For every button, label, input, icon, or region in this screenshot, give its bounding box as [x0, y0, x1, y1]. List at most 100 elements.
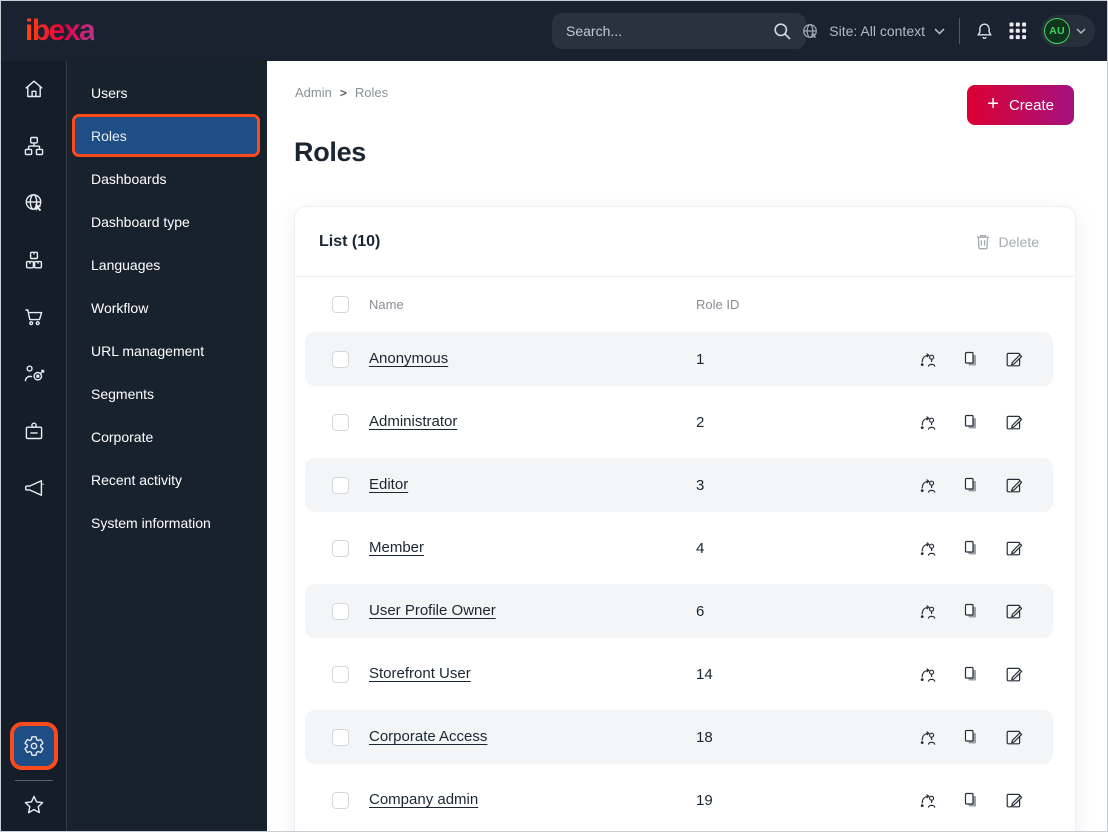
copy-icon[interactable] — [962, 413, 979, 431]
assign-users-icon[interactable] — [919, 539, 936, 557]
sidebar-item-url-management[interactable]: URL management — [67, 329, 267, 372]
create-button[interactable]: + Create — [967, 85, 1074, 125]
copy-icon[interactable] — [962, 476, 979, 494]
edit-icon[interactable] — [1005, 791, 1023, 809]
trash-icon — [976, 234, 989, 250]
role-name-link[interactable]: Editor — [369, 476, 409, 493]
topbar-divider — [959, 18, 960, 44]
product-catalog-icon[interactable] — [22, 248, 46, 272]
site-context-label: Site: All context — [829, 23, 925, 39]
rail-divider — [14, 780, 53, 781]
select-all-checkbox[interactable] — [332, 296, 349, 313]
globe-icon — [801, 22, 820, 41]
role-name-link[interactable]: User Profile Owner — [369, 602, 496, 619]
row-actions — [919, 539, 1023, 557]
main-content: Admin > Roles + Create Roles List (10) D… — [267, 61, 1107, 831]
edit-icon[interactable] — [1005, 728, 1023, 746]
commerce-cart-icon[interactable] — [22, 305, 46, 329]
assign-users-icon[interactable] — [919, 791, 936, 809]
sidebar-item-roles[interactable]: Roles — [72, 114, 260, 157]
content-tree-icon[interactable] — [22, 134, 46, 158]
edit-icon[interactable] — [1005, 539, 1023, 557]
search-input[interactable] — [566, 23, 772, 39]
home-icon[interactable] — [22, 77, 46, 101]
customer-badge-icon[interactable] — [22, 419, 46, 443]
copy-icon[interactable] — [962, 350, 979, 368]
sidebar-item-label: Corporate — [91, 428, 154, 445]
copy-icon[interactable] — [962, 602, 979, 620]
edit-icon[interactable] — [1005, 476, 1023, 494]
row-checkbox[interactable] — [332, 350, 349, 368]
assign-users-icon[interactable] — [919, 665, 936, 683]
user-menu[interactable]: AU — [1041, 15, 1095, 47]
assign-users-icon[interactable] — [919, 413, 936, 431]
row-checkbox[interactable] — [332, 791, 349, 809]
sidebar-item-label: Users — [91, 84, 128, 101]
notifications-bell-icon[interactable] — [974, 21, 995, 42]
role-id-value: 2 — [696, 413, 705, 431]
list-title: List (10) — [319, 232, 381, 250]
row-actions — [919, 476, 1023, 494]
sidebar-item-label: Workflow — [91, 299, 149, 316]
row-checkbox[interactable] — [332, 476, 349, 494]
row-actions — [919, 791, 1023, 809]
assign-users-icon[interactable] — [919, 476, 936, 494]
row-checkbox[interactable] — [332, 665, 349, 683]
assign-users-icon[interactable] — [919, 602, 936, 620]
row-actions — [919, 665, 1023, 683]
row-checkbox[interactable] — [332, 602, 349, 620]
roles-list-card: List (10) Delete Name Role ID Anonymous … — [294, 206, 1076, 831]
breadcrumb-admin[interactable]: Admin — [295, 85, 332, 100]
settings-gear-icon[interactable] — [9, 722, 58, 770]
row-checkbox[interactable] — [332, 728, 349, 746]
favorites-star-icon[interactable] — [22, 793, 46, 817]
sidebar-item-label: Dashboards — [91, 170, 167, 187]
copy-icon[interactable] — [962, 539, 979, 557]
app-grid-icon[interactable] — [1009, 22, 1027, 40]
table-row: Corporate Access 18 — [305, 710, 1053, 764]
column-header-name: Name — [369, 297, 404, 312]
edit-icon[interactable] — [1005, 350, 1023, 368]
sidebar-menu: Users Roles Dashboards Dashboard type La… — [67, 61, 267, 831]
search-icon[interactable] — [772, 21, 792, 41]
sidebar-item-dashboard-type[interactable]: Dashboard type — [67, 200, 267, 243]
ibexa-logo: ibexa — [25, 14, 96, 47]
row-actions — [919, 413, 1023, 431]
role-id-value: 19 — [696, 791, 713, 809]
sidebar-item-corporate[interactable]: Corporate — [67, 415, 267, 458]
site-globe-icon[interactable] — [22, 191, 46, 215]
copy-icon[interactable] — [962, 665, 979, 683]
copy-icon[interactable] — [962, 791, 979, 809]
marketing-megaphone-icon[interactable] — [22, 476, 46, 500]
edit-icon[interactable] — [1005, 602, 1023, 620]
row-checkbox[interactable] — [332, 539, 349, 557]
role-name-link[interactable]: Corporate Access — [369, 728, 488, 745]
sidebar-item-system-information[interactable]: System information — [67, 501, 267, 544]
personalization-target-icon[interactable] — [22, 362, 46, 386]
sidebar-item-languages[interactable]: Languages — [67, 243, 267, 286]
chevron-down-icon — [1076, 28, 1086, 34]
row-checkbox[interactable] — [332, 413, 349, 431]
copy-icon[interactable] — [962, 728, 979, 746]
sidebar-item-workflow[interactable]: Workflow — [67, 286, 267, 329]
edit-icon[interactable] — [1005, 413, 1023, 431]
sidebar-rail — [1, 61, 67, 831]
assign-users-icon[interactable] — [919, 728, 936, 746]
sidebar-item-users[interactable]: Users — [67, 71, 267, 114]
global-search[interactable] — [552, 13, 806, 49]
table-row: Editor 3 — [305, 458, 1053, 512]
sidebar-item-recent-activity[interactable]: Recent activity — [67, 458, 267, 501]
sidebar-item-dashboards[interactable]: Dashboards — [67, 157, 267, 200]
site-context-selector[interactable]: Site: All context — [801, 22, 945, 41]
role-name-link[interactable]: Anonymous — [369, 350, 449, 367]
sidebar-item-label: Recent activity — [91, 471, 183, 488]
sidebar-item-segments[interactable]: Segments — [67, 372, 267, 415]
delete-button[interactable]: Delete — [975, 233, 1039, 250]
role-name-link[interactable]: Member — [369, 539, 425, 556]
edit-icon[interactable] — [1005, 665, 1023, 683]
assign-users-icon[interactable] — [919, 350, 936, 368]
role-name-link[interactable]: Storefront User — [369, 665, 471, 682]
role-name-link[interactable]: Administrator — [369, 413, 458, 430]
role-name-link[interactable]: Company admin — [369, 791, 479, 808]
